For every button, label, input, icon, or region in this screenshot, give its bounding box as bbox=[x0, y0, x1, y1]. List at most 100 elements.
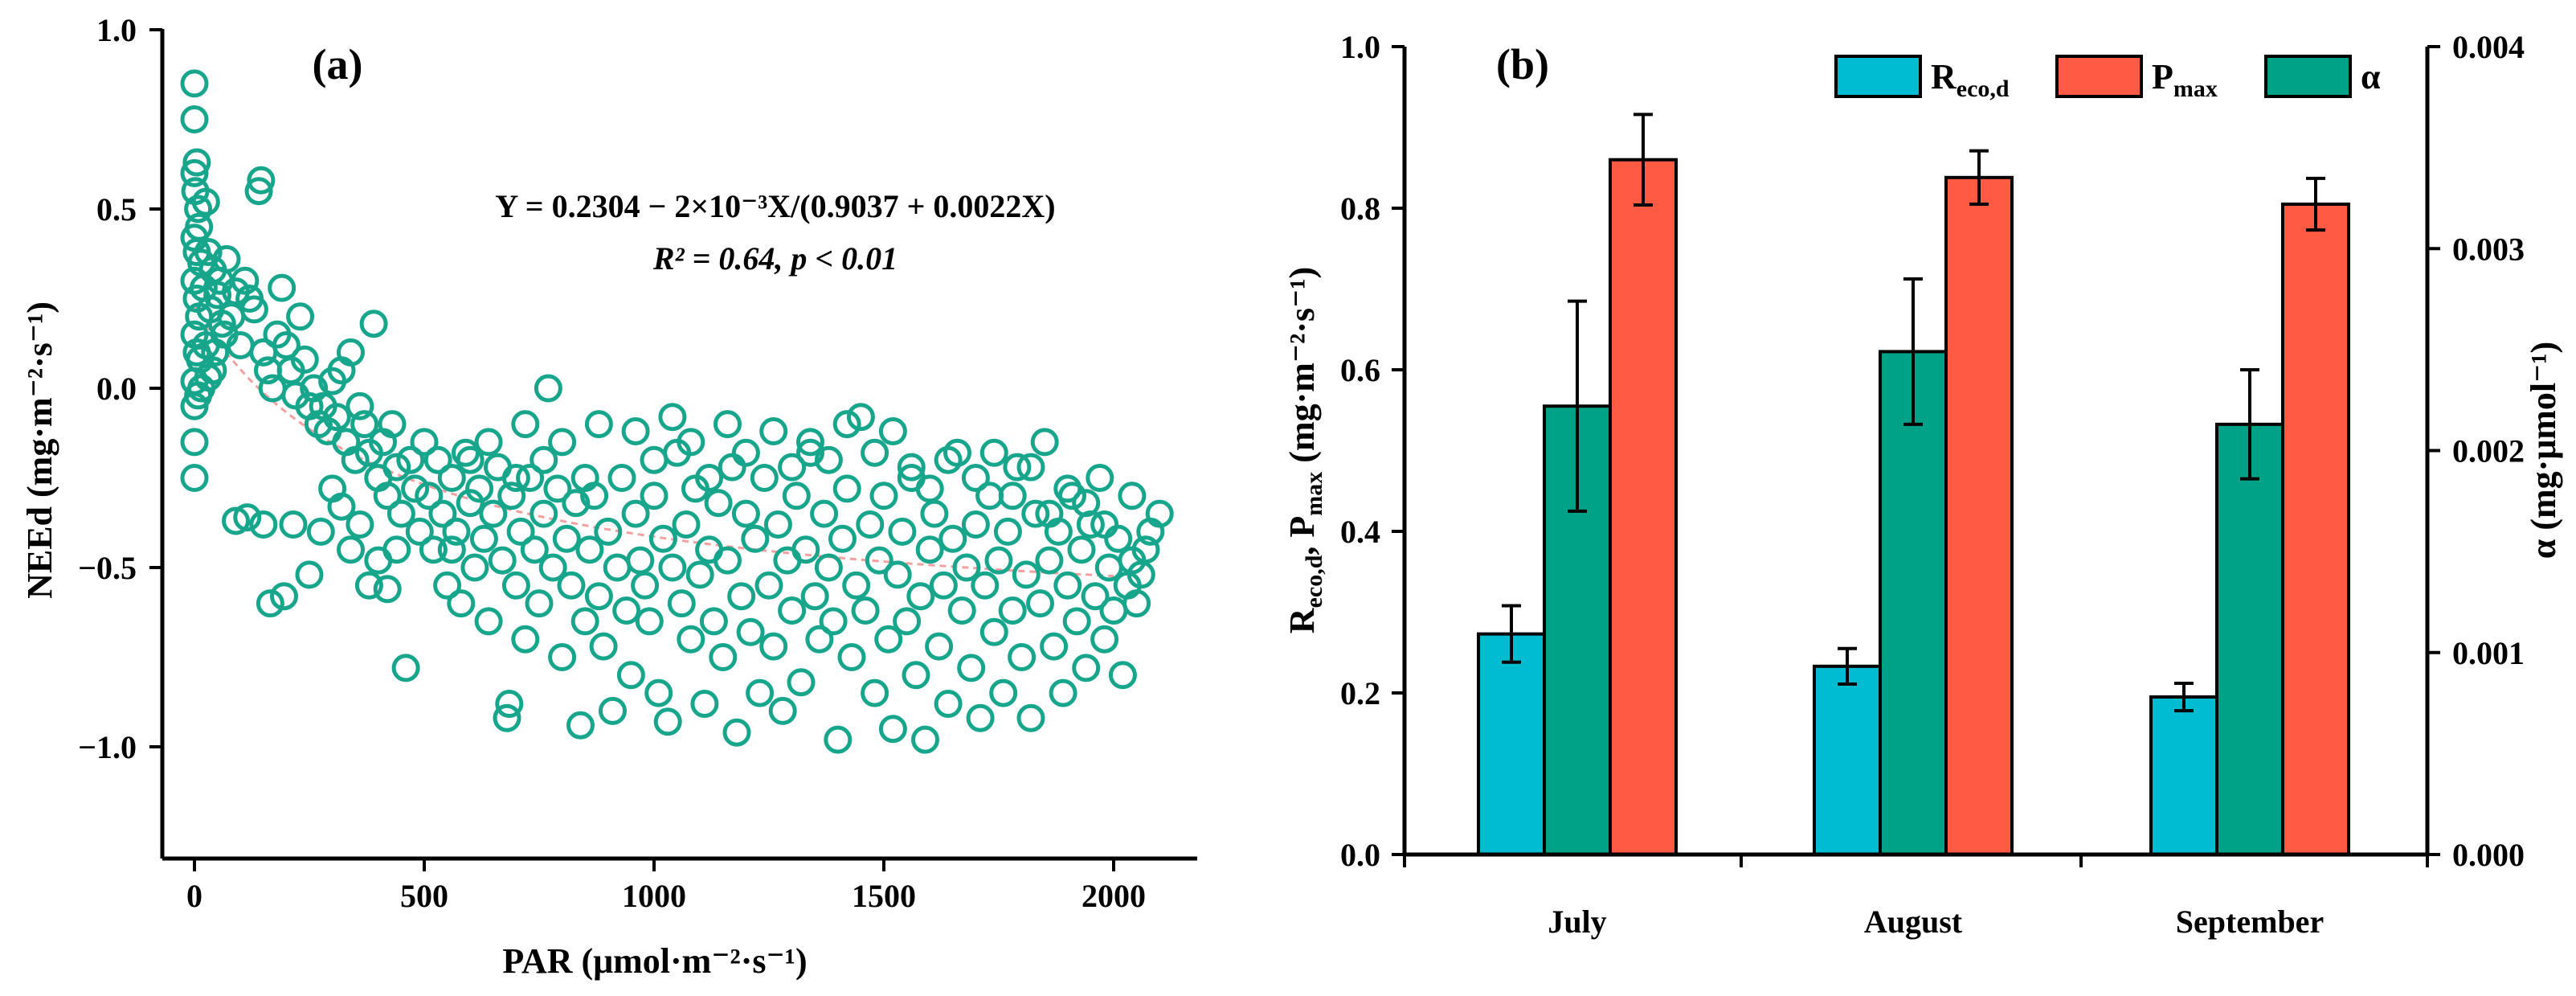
scatter-point bbox=[718, 453, 746, 482]
scatter-point bbox=[778, 596, 807, 625]
scatter-point bbox=[603, 553, 632, 582]
scatter-point bbox=[1016, 703, 1045, 732]
scatter-point bbox=[447, 589, 476, 618]
scatter-point bbox=[469, 524, 498, 553]
scatter-point bbox=[516, 464, 545, 492]
scatter-point bbox=[239, 295, 268, 324]
legend-label: α bbox=[2361, 57, 2381, 96]
scatter-point bbox=[961, 510, 990, 539]
scatter-point bbox=[1049, 678, 1077, 707]
scatter-point bbox=[961, 464, 990, 492]
scatter-point bbox=[268, 273, 296, 302]
scatter-point bbox=[1021, 499, 1050, 528]
scatter-point bbox=[244, 177, 273, 206]
scatter-point bbox=[247, 166, 276, 195]
scatter-point bbox=[971, 571, 1000, 600]
scatter-point bbox=[1122, 589, 1151, 618]
scatter-point bbox=[456, 445, 485, 474]
scatter-point bbox=[180, 105, 209, 133]
scatter-point bbox=[1030, 428, 1059, 457]
scatter-point bbox=[810, 499, 839, 528]
scatter-point bbox=[1035, 499, 1064, 528]
scatter-point bbox=[640, 482, 669, 510]
scatter-point bbox=[851, 596, 880, 625]
scatter-point bbox=[966, 703, 995, 732]
scatter-point bbox=[279, 510, 308, 539]
scatter-point bbox=[180, 391, 209, 420]
scatter-point bbox=[231, 266, 260, 295]
scatter-point bbox=[359, 309, 388, 338]
scatter-point bbox=[1053, 474, 1082, 503]
left-y-tick-label: 0.6 bbox=[1340, 352, 1380, 388]
scatter-point bbox=[893, 607, 922, 636]
scatter-point bbox=[865, 546, 893, 575]
right-y-tick-label: 0.003 bbox=[2452, 231, 2525, 267]
scatter-point bbox=[552, 524, 581, 553]
scatter-point bbox=[878, 417, 907, 445]
scatter-point bbox=[1104, 524, 1133, 553]
scatter-point bbox=[191, 187, 220, 216]
scatter-point bbox=[1062, 607, 1091, 636]
scatter-point bbox=[897, 453, 926, 482]
scatter-point bbox=[979, 438, 1008, 467]
scatter-point bbox=[667, 589, 696, 618]
legend-swatch bbox=[2264, 55, 2352, 98]
x-tick-label: 1000 bbox=[622, 878, 686, 914]
scatter-point bbox=[704, 489, 733, 518]
scatter-point bbox=[800, 582, 829, 611]
scatter-point bbox=[525, 589, 554, 618]
right-y-tick-label: 0.002 bbox=[2452, 433, 2525, 469]
scatter-point bbox=[180, 428, 209, 457]
legend-swatch bbox=[1834, 55, 1922, 98]
left-y-tick-label: 0.0 bbox=[1340, 837, 1380, 873]
scatter-point bbox=[1035, 546, 1064, 575]
scatter-point bbox=[1131, 535, 1160, 564]
scatter-point bbox=[1072, 654, 1101, 682]
scatter-point bbox=[952, 553, 981, 582]
scatter-point bbox=[824, 725, 853, 754]
scatter-point bbox=[474, 428, 503, 457]
scatter-point bbox=[658, 403, 687, 432]
scatter-point bbox=[511, 410, 540, 439]
scatter-point bbox=[589, 632, 618, 661]
bar bbox=[1944, 175, 2014, 856]
panel-label-a: (a) bbox=[313, 40, 363, 88]
scatter-point bbox=[575, 535, 604, 564]
scatter-point bbox=[378, 410, 407, 439]
scatter-point bbox=[442, 517, 471, 546]
scatter-point bbox=[322, 403, 351, 432]
scatter-point bbox=[534, 374, 562, 403]
scatter-point bbox=[286, 302, 315, 331]
scatter-point bbox=[699, 607, 728, 636]
scatter-point bbox=[902, 661, 930, 690]
right-y-tick-label: 0.004 bbox=[2452, 29, 2525, 65]
x-tick-label: 2000 bbox=[1082, 878, 1146, 914]
scatter-point bbox=[796, 438, 824, 467]
scatter-point bbox=[878, 715, 907, 744]
bar bbox=[2215, 422, 2284, 856]
scatter-point bbox=[759, 632, 788, 661]
legend: Reco,d Pmax α bbox=[1834, 55, 2381, 102]
legend-label: Pmax bbox=[2152, 57, 2218, 102]
scatter-point bbox=[621, 499, 650, 528]
scatter-point bbox=[180, 464, 209, 492]
scatter-point bbox=[222, 506, 250, 535]
scatter-point bbox=[341, 445, 370, 474]
scatter-point bbox=[346, 510, 374, 539]
scatter-point bbox=[607, 464, 636, 492]
scatter-point bbox=[998, 596, 1027, 625]
right-y-tick-label: 0.000 bbox=[2452, 837, 2525, 873]
scatter-point bbox=[233, 503, 262, 532]
scatter-point bbox=[570, 607, 599, 636]
bar bbox=[1477, 632, 1546, 856]
scatter-point bbox=[474, 607, 503, 636]
left-y-tick-label: 0.4 bbox=[1340, 514, 1380, 550]
scatter-point bbox=[993, 517, 1022, 546]
scatter-point bbox=[805, 625, 834, 654]
scatter-point bbox=[644, 678, 673, 707]
scatter-point bbox=[584, 582, 613, 611]
y-ticks: −1.0 −0.5 0.0 0.5 1.0 bbox=[78, 12, 162, 765]
scatter-point bbox=[635, 607, 664, 636]
scatter-point bbox=[746, 678, 775, 707]
